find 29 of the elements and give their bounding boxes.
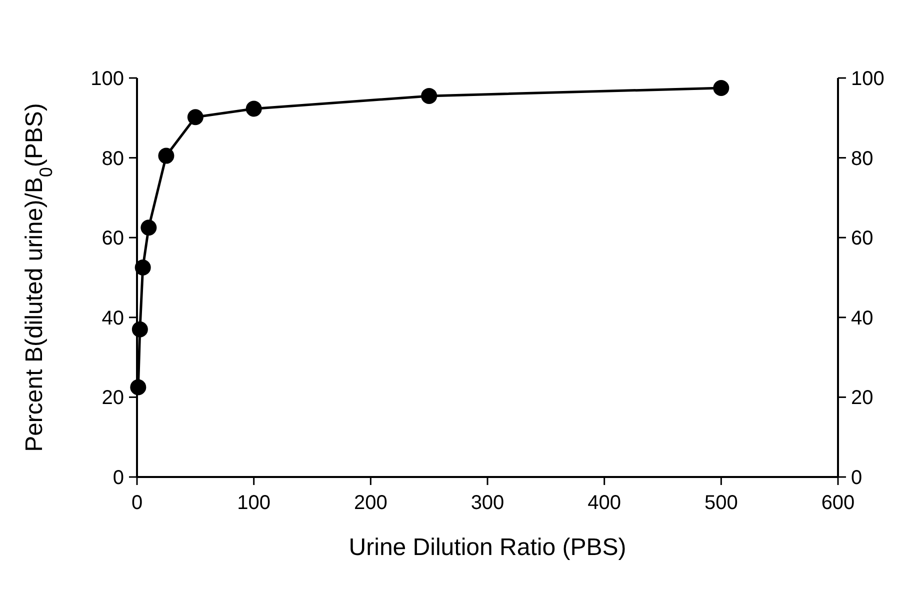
x-tick-label: 100	[237, 492, 271, 514]
y-tick-label: 0	[112, 467, 124, 489]
y2-tick-label: 40	[851, 307, 874, 330]
x-tick-label: 500	[704, 492, 738, 514]
x-tick-label: 300	[470, 492, 504, 514]
point	[246, 100, 262, 117]
y-tick-label: 80	[102, 148, 124, 170]
x-axis-title: Urine Dilution Ratio (PBS)	[348, 534, 626, 561]
point	[713, 80, 730, 96]
point	[140, 220, 157, 236]
y-tick-label: 20	[102, 387, 124, 410]
x-tick-label: 200	[354, 492, 388, 514]
y2-tick-label: 80	[851, 148, 874, 170]
point	[132, 321, 148, 338]
y-tick-label: 40	[102, 307, 124, 330]
x-tick-label: 0	[131, 492, 143, 514]
y2-tick-label: 60	[851, 228, 874, 250]
y2-tick-label: 0	[851, 467, 862, 489]
point	[421, 88, 438, 104]
point	[130, 379, 146, 396]
point	[158, 148, 174, 164]
x-tick-label: 400	[588, 492, 622, 514]
y2-tick-label: 20	[851, 387, 874, 410]
x-tick-label: 600	[821, 492, 855, 514]
y-tick-label: 100	[90, 68, 124, 90]
y2-tick-label: 100	[851, 68, 884, 90]
point	[134, 260, 151, 276]
point	[187, 109, 204, 126]
y-tick-label: 60	[102, 228, 124, 250]
